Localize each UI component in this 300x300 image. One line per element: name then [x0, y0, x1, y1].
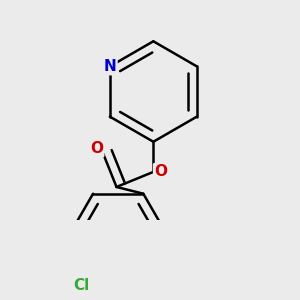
Text: O: O	[90, 141, 103, 156]
Text: N: N	[103, 59, 116, 74]
Text: Cl: Cl	[73, 278, 89, 293]
Text: O: O	[154, 164, 167, 179]
